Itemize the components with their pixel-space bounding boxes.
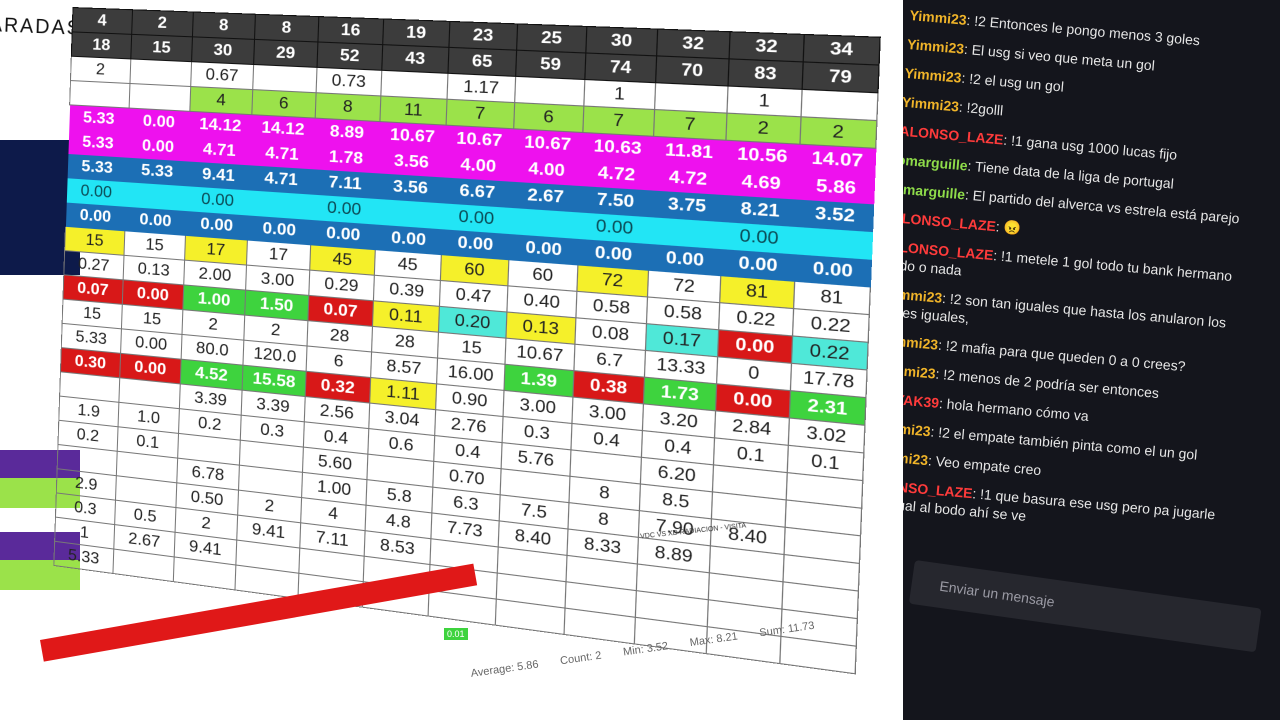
cell: 4.71: [250, 140, 314, 169]
cell: [801, 89, 878, 120]
cell: 14.07: [799, 144, 876, 176]
chat-user: Yimmi23: [903, 94, 960, 115]
chat-user: omarguille: [903, 151, 968, 173]
cell: 7: [446, 99, 515, 129]
chat-text: Veo empate creo: [935, 453, 1042, 478]
status-item: Count: 2: [559, 650, 602, 668]
status-item: Average: 5.86: [470, 658, 539, 679]
cell: 15: [131, 34, 193, 61]
cell: 65: [448, 47, 517, 76]
cell: 6: [252, 90, 316, 119]
chat-text: !2golll: [966, 99, 1004, 118]
cell: 79: [802, 62, 879, 93]
cell: [655, 83, 728, 113]
cell: 7: [583, 106, 655, 136]
cell: 2: [132, 10, 194, 37]
cell: 74: [585, 53, 657, 83]
cell: [130, 59, 192, 87]
chat-messages: Yimmi23: !2 Entonces le pongo menos 3 go…: [903, 0, 1260, 553]
cell: 0.67: [191, 62, 254, 90]
chat-user: TOYAK39: [903, 390, 940, 411]
cell: [70, 81, 130, 109]
cell: 8: [315, 93, 381, 122]
cell: 32: [657, 29, 730, 59]
cell: 11.81: [653, 136, 726, 167]
cell: 6: [514, 103, 584, 133]
chat-user: ALONSO_LAZE: [903, 123, 1004, 148]
chat-text: hola hermano cómo va: [946, 396, 1089, 424]
cell: 0.00: [128, 108, 190, 136]
cell: 14.12: [189, 111, 252, 139]
chat-text: Tiene data de la liga de portugal: [974, 158, 1174, 191]
sheet-grid: ARADAS 4 2 8 8 16 19 23 25 30 32 32 34 18 15 30 29 52 43 6…: [0, 0, 905, 41]
cell: 8.89: [314, 118, 380, 147]
cell: 2: [800, 117, 877, 149]
cell: 0.73: [316, 67, 382, 96]
cell: 30: [586, 26, 658, 55]
cell: 8: [192, 12, 255, 39]
spreadsheet-window: ARADAS 4 2 8 8 16 19 23 25 30 32 32 34 18 15 30 29 52 43 6…: [0, 0, 905, 720]
bar-label: 0.01: [444, 628, 468, 640]
cell: 1.17: [447, 73, 516, 102]
cell: 7: [654, 110, 727, 141]
corner-label: ARADAS: [0, 14, 82, 41]
cell: 10.67: [445, 125, 514, 155]
chat-text: !2 menos de 2 podría ser entonces: [943, 366, 1160, 401]
cell: [129, 83, 191, 111]
cell: 2: [70, 56, 130, 83]
cell: 14.12: [251, 115, 315, 144]
chat-user: Yimmi23: [906, 36, 964, 57]
cell: 83: [728, 59, 803, 89]
cell: 2: [726, 113, 801, 144]
cell: 30: [192, 37, 255, 65]
cell: [381, 70, 448, 99]
chat-text: !2 el usg un gol: [969, 70, 1065, 94]
cell: 8: [255, 14, 319, 42]
cell: 29: [254, 39, 318, 67]
cell: [515, 76, 585, 106]
chat-user: Yimmi23: [903, 447, 929, 468]
chat-user: Yimmi23: [903, 285, 943, 306]
cell: 16: [318, 17, 384, 45]
chat-user: Yimmi23: [903, 332, 939, 353]
cell: 11: [380, 96, 447, 125]
chat-user: Yimmi23: [903, 361, 936, 382]
cell: 70: [656, 56, 729, 86]
chat-user: ALONSO_LAZE: [903, 209, 997, 234]
cell: 4: [190, 87, 253, 115]
cell: 0.00: [127, 133, 189, 161]
chat-user: Yimmi23: [904, 65, 962, 86]
cell: 5.33: [69, 105, 129, 133]
cell: 10.63: [582, 133, 654, 164]
chat-text: El usg si veo que meta un gol: [971, 42, 1155, 74]
cell: 52: [317, 42, 383, 70]
chat-user: Yimmi23: [903, 418, 931, 439]
chat-user: omarguille: [903, 180, 966, 202]
cell: 1: [584, 80, 656, 110]
cell: 19: [383, 19, 450, 47]
cell: 18: [71, 32, 131, 59]
cell: 10.67: [379, 122, 446, 151]
chat-user: Yimmi23: [909, 7, 967, 28]
cell: 4.71: [188, 136, 251, 165]
cell: 59: [516, 50, 586, 79]
cell: 4: [72, 8, 132, 35]
cell: 34: [803, 34, 880, 65]
chat-text: 😠: [1003, 219, 1022, 236]
chat-text: !1 gana usg 1000 lucas fijo: [1010, 132, 1177, 162]
cell: 10.67: [513, 129, 583, 159]
cell: 10.56: [725, 140, 800, 171]
cell: 32: [729, 32, 804, 62]
cell: 43: [382, 45, 449, 74]
cell: 23: [449, 21, 518, 50]
cell: [253, 64, 317, 92]
cell: 1: [727, 86, 802, 117]
cell: 5.33: [68, 129, 128, 157]
cell: 25: [517, 24, 587, 53]
